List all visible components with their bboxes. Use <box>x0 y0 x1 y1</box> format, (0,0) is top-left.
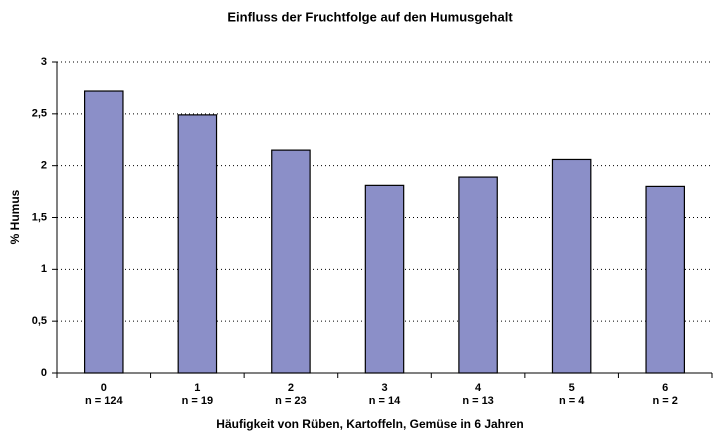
y-axis-title: % Humus <box>8 189 22 244</box>
x-tick-label: 1 <box>194 382 200 394</box>
bar <box>364 184 405 374</box>
x-tick-sublabel: n = 19 <box>182 395 214 407</box>
x-tick-sublabel: n = 23 <box>275 395 307 407</box>
y-tick-label: 2,5 <box>32 108 47 120</box>
x-tick-label: 3 <box>381 382 387 394</box>
x-tick-sublabel: n = 14 <box>369 395 401 407</box>
x-tick-label: 2 <box>288 382 294 394</box>
x-tick-sublabel: n = 2 <box>653 395 678 407</box>
chart-title: Einfluss der Fruchtfolge auf den Humusge… <box>227 9 513 24</box>
bar <box>177 114 218 374</box>
x-tick-label: 0 <box>101 382 107 394</box>
x-tick-label: 5 <box>569 382 575 394</box>
x-tick-label: 6 <box>662 382 668 394</box>
x-tick-sublabel: n = 124 <box>85 395 123 407</box>
x-tick-sublabel: n = 4 <box>559 395 585 407</box>
x-tick-sublabel: n = 13 <box>462 395 494 407</box>
y-tick-label: 1 <box>41 263 47 275</box>
bar <box>271 149 311 374</box>
x-tick-label: 4 <box>475 382 482 394</box>
y-tick-label: 1,5 <box>32 211 47 223</box>
x-axis-title: Häufigkeit von Rüben, Kartoffeln, Gemüse… <box>216 417 523 431</box>
bar <box>458 176 498 374</box>
y-tick-label: 0,5 <box>32 315 47 327</box>
bar <box>645 185 685 374</box>
y-tick-label: 3 <box>41 56 47 68</box>
bar <box>84 90 124 374</box>
y-tick-label: 2 <box>41 160 47 172</box>
bar <box>551 158 592 374</box>
y-tick-label: 0 <box>41 367 47 379</box>
